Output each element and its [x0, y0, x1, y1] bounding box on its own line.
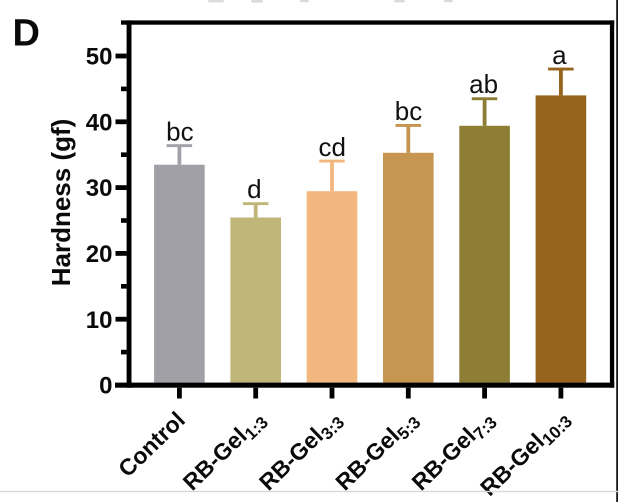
svg-text:bc: bc [166, 117, 193, 147]
svg-text:a: a [552, 40, 567, 70]
svg-text:cd: cd [318, 132, 345, 162]
svg-text:bc: bc [395, 96, 422, 126]
svg-text:50: 50 [86, 44, 113, 71]
svg-text:20: 20 [86, 241, 113, 268]
svg-text:0: 0 [99, 373, 112, 400]
svg-text:Hardness (gf): Hardness (gf) [46, 119, 76, 287]
svg-text:D: D [13, 13, 40, 55]
svg-text:40: 40 [86, 109, 113, 136]
svg-text:ab: ab [469, 69, 498, 99]
svg-text:30: 30 [86, 175, 113, 202]
svg-text:d: d [247, 174, 261, 204]
svg-text:10: 10 [86, 307, 113, 334]
